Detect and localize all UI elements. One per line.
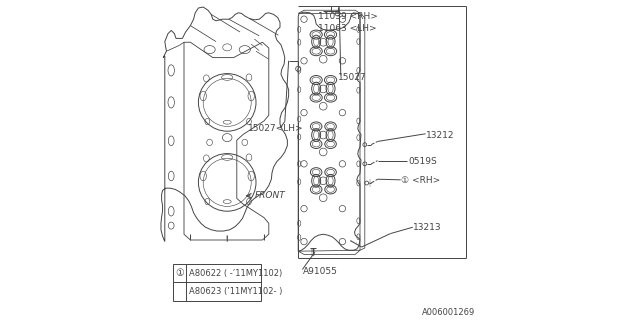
Text: 15027: 15027 — [338, 73, 366, 82]
Text: ① <RH>: ① <RH> — [401, 176, 440, 185]
Text: 13212: 13212 — [426, 131, 455, 140]
Bar — [173, 264, 261, 301]
Text: A006001269: A006001269 — [422, 308, 475, 317]
Text: 11039 <RH>: 11039 <RH> — [317, 12, 378, 21]
Text: 11063 <LH>: 11063 <LH> — [317, 24, 376, 33]
Text: FRONT: FRONT — [254, 191, 285, 200]
Text: 15027<LH>: 15027<LH> — [248, 124, 303, 133]
Text: A91055: A91055 — [303, 268, 338, 276]
Text: A80622 ( -’11MY1102): A80622 ( -’11MY1102) — [189, 269, 282, 278]
Text: A80623 (’11MY1102- ): A80623 (’11MY1102- ) — [189, 287, 282, 296]
Text: 13213: 13213 — [413, 223, 442, 232]
Text: ①: ① — [175, 268, 184, 278]
Text: 0519S: 0519S — [408, 157, 437, 166]
